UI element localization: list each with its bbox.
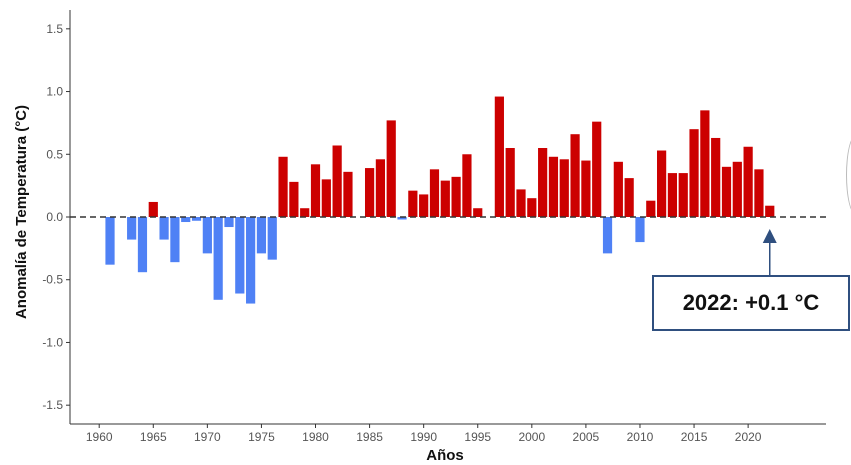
bar-1988 bbox=[397, 217, 407, 220]
bar-1993 bbox=[451, 176, 461, 217]
annotation-arrow bbox=[762, 229, 777, 275]
bar-1966 bbox=[159, 217, 169, 240]
bar-1971 bbox=[213, 217, 223, 300]
bar-2015 bbox=[689, 129, 699, 217]
bar-2002 bbox=[548, 156, 559, 217]
bar-1983 bbox=[343, 171, 353, 217]
bar-2013 bbox=[667, 173, 678, 217]
bar-2005 bbox=[581, 160, 591, 217]
y-tick-label: 0.5 bbox=[46, 147, 63, 161]
bar-1975 bbox=[256, 217, 267, 254]
bar-1964 bbox=[137, 217, 148, 273]
bar-1969 bbox=[191, 217, 202, 221]
y-tick-label: -1.0 bbox=[42, 335, 63, 349]
bar-1978 bbox=[289, 181, 299, 217]
bar-1994 bbox=[462, 154, 472, 217]
bar-1991 bbox=[429, 169, 440, 217]
y-tick-label: -1.5 bbox=[42, 398, 63, 412]
arrow-head bbox=[762, 229, 777, 243]
y-tick-label: 1.0 bbox=[46, 85, 63, 99]
bar-1982 bbox=[332, 145, 342, 217]
bar-1963 bbox=[127, 217, 137, 240]
x-tick-label: 1975 bbox=[248, 430, 275, 444]
bar-2019 bbox=[732, 161, 742, 217]
x-tick-label: 1970 bbox=[194, 430, 221, 444]
bar-1980 bbox=[310, 164, 321, 217]
x-tick-label: 1995 bbox=[464, 430, 491, 444]
bar-1987 bbox=[386, 120, 396, 217]
y-ticks-group: -1.5 -1.0 -0.5 0.0 0.5 1.0 1.5 bbox=[42, 22, 70, 412]
bars-group bbox=[105, 96, 775, 304]
y-tick-label: 0.0 bbox=[46, 210, 63, 224]
bar-1992 bbox=[440, 180, 450, 217]
bar-2012 bbox=[657, 150, 667, 217]
bar-1974 bbox=[246, 217, 256, 304]
y-tick-label: 1.5 bbox=[46, 22, 63, 36]
x-tick-label: 1990 bbox=[410, 430, 437, 444]
bar-2016 bbox=[700, 110, 710, 217]
bar-1986 bbox=[375, 159, 385, 217]
bar-2004 bbox=[570, 134, 580, 217]
bar-2001 bbox=[538, 148, 548, 217]
bar-1977 bbox=[278, 156, 288, 217]
x-axis-title: Años bbox=[426, 447, 464, 464]
y-tick-label: -0.5 bbox=[42, 273, 63, 287]
bar-2000 bbox=[527, 198, 537, 217]
bar-1990 bbox=[419, 194, 429, 217]
x-tick-label: 2015 bbox=[681, 430, 708, 444]
bar-1997 bbox=[494, 96, 504, 217]
x-tick-label: 2010 bbox=[627, 430, 654, 444]
bar-1961 bbox=[105, 217, 115, 265]
bar-1968 bbox=[181, 217, 191, 223]
bar-1985 bbox=[364, 168, 375, 217]
bar-1979 bbox=[300, 208, 310, 217]
bar-1999 bbox=[516, 189, 526, 217]
x-ticks-group: 1960 1965 1970 1975 1980 1985 1990 1995 2000 2005… bbox=[86, 424, 762, 444]
bar-1967 bbox=[170, 217, 180, 263]
bar-1970 bbox=[202, 217, 212, 254]
x-tick-label: 1960 bbox=[86, 430, 113, 444]
y-axis-title: Anomalía de Temperatura (°C) bbox=[13, 105, 30, 319]
bar-2017 bbox=[711, 137, 721, 217]
bar-1998 bbox=[505, 148, 515, 217]
bar-2003 bbox=[559, 159, 569, 217]
bar-2014 bbox=[678, 173, 688, 217]
bar-2022 bbox=[765, 205, 775, 217]
bar-1989 bbox=[408, 190, 418, 217]
bar-1981 bbox=[321, 179, 331, 217]
bar-2021 bbox=[754, 169, 764, 217]
bar-2007 bbox=[602, 217, 613, 254]
bar-1972 bbox=[224, 217, 234, 228]
x-tick-label: 2005 bbox=[573, 430, 600, 444]
x-tick-label: 2020 bbox=[735, 430, 762, 444]
x-tick-label: 1985 bbox=[356, 430, 383, 444]
annotation-text: 2022: +0.1 °C bbox=[682, 290, 820, 315]
x-tick-label: 1980 bbox=[302, 430, 329, 444]
x-tick-label: 2000 bbox=[518, 430, 545, 444]
bar-2008 bbox=[613, 161, 623, 217]
bar-1965 bbox=[148, 201, 158, 217]
annotation-callout: 2022: +0.1 °C bbox=[652, 275, 850, 331]
bar-2006 bbox=[592, 121, 602, 217]
bar-1976 bbox=[267, 217, 277, 260]
bar-2018 bbox=[721, 166, 732, 217]
bar-2009 bbox=[624, 178, 634, 217]
bar-2010 bbox=[635, 217, 645, 243]
bar-2020 bbox=[743, 146, 753, 217]
x-tick-label: 1965 bbox=[140, 430, 167, 444]
bar-2011 bbox=[646, 200, 656, 217]
bar-1973 bbox=[235, 217, 245, 294]
bar-1995 bbox=[473, 208, 483, 217]
